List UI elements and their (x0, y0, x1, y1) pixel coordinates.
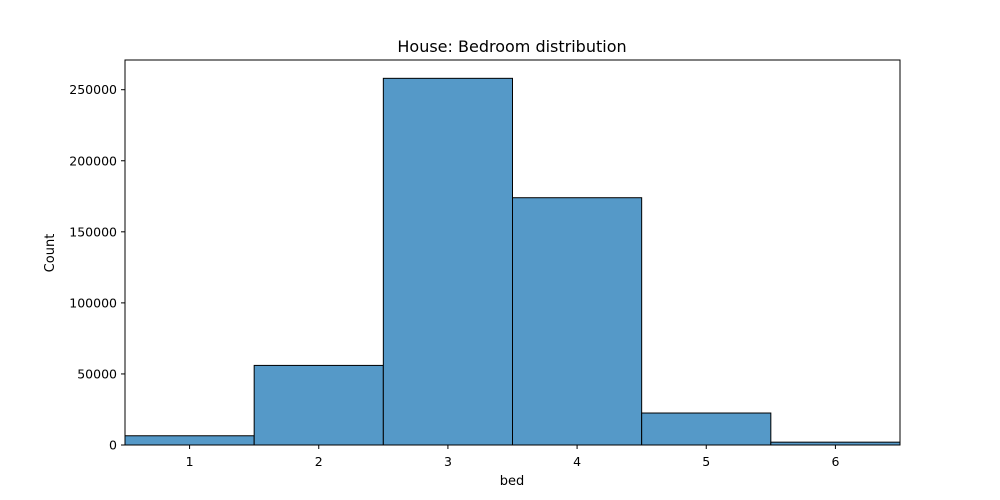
y-axis-label: Count (43, 234, 58, 273)
y-tick-label: 200000 (69, 153, 117, 168)
plot-frame (124, 59, 901, 446)
bar-bed-2 (253, 364, 384, 446)
chart-title: House: Bedroom distribution (397, 37, 626, 56)
x-tick-label: 3 (444, 454, 452, 469)
x-tick-label: 4 (573, 454, 581, 469)
x-tick-label: 5 (702, 454, 710, 469)
x-tick-label: 2 (315, 454, 323, 469)
bar-bed-1 (124, 435, 255, 446)
y-axis: 0 50000 100000 150000 200000 250000 (69, 82, 125, 453)
y-tick-label: 250000 (69, 82, 117, 97)
x-tick-label: 1 (186, 454, 194, 469)
y-tick-label: 0 (109, 438, 117, 453)
y-tick-label: 50000 (77, 366, 117, 381)
y-tick-label: 100000 (69, 295, 117, 310)
y-tick-label: 150000 (69, 224, 117, 239)
x-axis-label: bed (500, 474, 525, 489)
bar-bed-4 (512, 197, 643, 446)
bar-bed-5 (641, 412, 772, 446)
bars-group (124, 77, 901, 446)
x-tick-label: 6 (831, 454, 839, 469)
bar-bed-3 (382, 77, 514, 446)
x-axis: 1 2 3 4 5 6 (186, 445, 839, 469)
